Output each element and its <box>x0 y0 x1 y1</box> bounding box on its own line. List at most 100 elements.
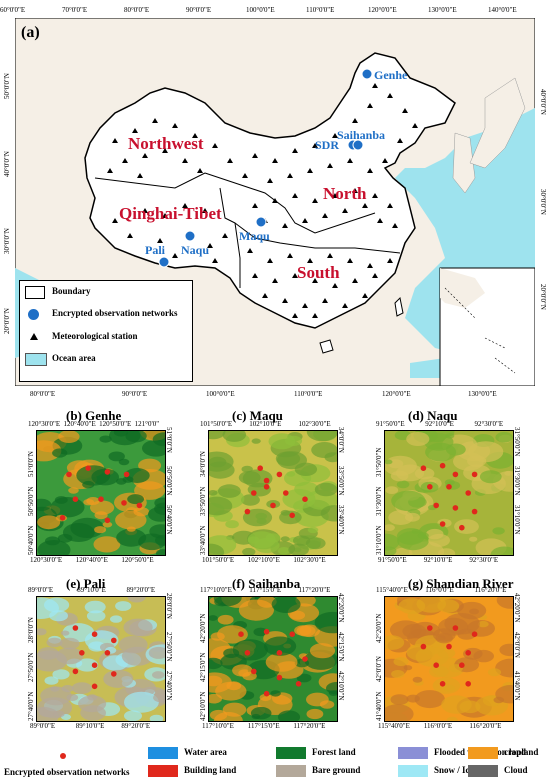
legend-ocean-swatch <box>25 353 47 366</box>
legend-label: Water area <box>184 747 227 757</box>
right-lat-tick: 40°0'0"N <box>539 89 547 115</box>
panel-b-top-tick: 120°50'0"E <box>99 420 132 428</box>
panel-e-bottom-tick: 89°10'0"E <box>75 722 105 730</box>
legend-networks: Encrypted observation networks <box>52 308 178 318</box>
panel-d-bottom-tick: 92°10'0"E <box>423 556 453 564</box>
legend-swatch <box>148 747 178 759</box>
panel-d-top-tick: 91°50'0"E <box>376 420 405 428</box>
panel-c-bottom-tick: 101°50'0"E <box>202 556 235 564</box>
panel-b-left-tick: 50°40'0"N <box>27 525 35 555</box>
left-lat-tick: 40°0'0"N <box>3 151 11 177</box>
main-map: (a) Northwest Qinghai-Tibet North South … <box>15 18 535 386</box>
panel-b-bottom-tick: 120°50'0"E <box>121 556 154 564</box>
legend-encrypted-networks: Encrypted observation networks <box>4 767 130 777</box>
panel-d-right-tick: 31°10'0"N <box>513 504 521 534</box>
panel-f-left-tick: 42°10'0"N <box>199 691 207 721</box>
panel-e-right-tick: 27°40'0"N <box>165 670 173 700</box>
top-lon-tick: 90°0'0"E <box>186 6 212 14</box>
panel-c-bottom-tick: 102°30'0"E <box>293 556 326 564</box>
panel-g-bottom-tick: 116°20'0"E <box>469 722 502 730</box>
station-maqu: Maqu <box>239 229 270 243</box>
panel-c-bottom-tick: 102°10'0"E <box>247 556 280 564</box>
panel-d-left-tick: 31°10'0"N <box>375 525 383 555</box>
panel-b-bottom-tick: 120°40'0"E <box>75 556 108 564</box>
top-lon-tick: 60°0'0"E <box>0 6 26 14</box>
bottom-lon-tick: 130°0'0"E <box>468 390 497 398</box>
bottom-lon-tick: 80°0'0"E <box>30 390 56 398</box>
station-genhe: Genhe <box>374 68 408 82</box>
panel-d-bottom-tick: 92°30'0"E <box>469 556 499 564</box>
legend-boundary: Boundary <box>52 286 91 296</box>
panel-map-f <box>208 596 338 722</box>
panel-map-e <box>36 596 166 722</box>
panel-f-top-tick: 117°10'0"E <box>200 586 232 594</box>
top-lon-tick: 140°0'0"E <box>488 6 517 14</box>
station-pali: Pali <box>145 243 165 257</box>
panel-map-c <box>208 430 338 556</box>
panel-g-top-tick: 115°40'0"E <box>376 586 408 594</box>
legend-met-station: Meteorological station <box>52 331 138 341</box>
panel-label-a: (a) <box>21 24 40 41</box>
bottom-lon-tick: 110°0'0"E <box>294 390 323 398</box>
region-northwest: Northwest <box>128 134 204 153</box>
bottom-lon-tick: 120°0'0"E <box>382 390 411 398</box>
panel-title-e: (e) Pali <box>66 576 106 591</box>
bottom-lon-tick: 90°0'0"E <box>122 390 148 398</box>
left-lat-tick: 30°0'0"N <box>3 228 11 254</box>
top-lon-tick: 70°0'0"E <box>62 6 88 14</box>
panel-g-bottom-tick: 116°0'0"E <box>423 722 453 730</box>
bottom-legend: Encrypted observation networks Water are… <box>0 745 550 783</box>
panel-title-g: (g) Shandian River <box>408 576 514 591</box>
panel-map-g <box>384 596 514 722</box>
panel-title-c: (c) Maqu <box>232 408 283 423</box>
panel-e-left-tick: 27°40'0"N <box>27 691 35 721</box>
panel-g-bottom-tick: 115°40'0"E <box>378 722 410 730</box>
legend-swatch <box>276 765 306 777</box>
region-qinghai-tibet: Qinghai-Tibet <box>119 204 222 223</box>
legend-swatch <box>148 765 178 777</box>
legend-label: Bare ground <box>312 765 361 775</box>
right-lat-tick: 20°0'0"N <box>539 284 547 310</box>
legend-label: cropland <box>504 747 539 757</box>
panel-f-top-tick: 117°20'0"E <box>298 586 331 594</box>
panel-e-top-tick: 89°20'0"E <box>126 586 156 594</box>
legend-boundary-swatch <box>25 286 45 299</box>
panel-map-b <box>36 430 166 556</box>
panel-e-top-tick: 89°10'0"E <box>77 586 106 594</box>
panel-title-d: (d) Naqu <box>408 408 458 423</box>
panel-b-top-tick: 121°0'0" <box>134 420 160 428</box>
panel-c-top-tick: 101°50'0"E <box>200 420 233 428</box>
legend-label: Cloud <box>504 765 528 775</box>
legend-triangle-icon <box>30 333 38 340</box>
legend-network-swatch <box>28 309 39 320</box>
china-boundary <box>84 52 456 329</box>
region-south: South <box>297 263 340 282</box>
panel-c-top-tick: 102°30'0"E <box>298 420 331 428</box>
left-lat-tick: 20°0'0"N <box>3 308 11 334</box>
legend-ocean: Ocean area <box>52 353 96 363</box>
observation-networks <box>158 68 373 268</box>
met-stations <box>107 83 418 318</box>
panel-b-bottom-tick: 120°30'0"E <box>30 556 63 564</box>
panel-g-top-tick: 116°20'0"E <box>474 586 507 594</box>
main-legend: Boundary Encrypted observation networks … <box>19 280 193 382</box>
right-lat-tick: 30°0'0"N <box>539 189 547 215</box>
panel-d-bottom-tick: 91°50'0"E <box>378 556 407 564</box>
legend-label: Building land <box>184 765 237 775</box>
legend-label: Forest land <box>312 747 356 757</box>
panel-d-top-tick: 92°30'0"E <box>474 420 504 428</box>
legend-label: Snow / Ice <box>434 765 474 775</box>
station-naqu: Naqu <box>181 243 210 257</box>
panel-c-top-tick: 102°10'0"E <box>249 420 282 428</box>
panel-g-left-tick: 41°40'0"N <box>375 691 383 721</box>
station-sdr: SDR <box>315 138 340 152</box>
panel-e-top-tick: 89°0'0"E <box>28 586 54 594</box>
panel-b-top-tick: 120°30'0"E <box>28 420 61 428</box>
panel-g-right-tick: 41°40'0"N <box>513 670 521 700</box>
panel-e-bottom-tick: 89°20'0"E <box>121 722 151 730</box>
top-lon-tick: 110°0'0"E <box>306 6 335 14</box>
panel-f-bottom-tick: 117°20'0"E <box>293 722 326 730</box>
panel-c-left-tick: 33°40'0"N <box>199 525 207 555</box>
panel-b-right-tick: 50°40'0"N <box>165 504 173 534</box>
bottom-lon-tick: 100°0'0"E <box>206 390 235 398</box>
